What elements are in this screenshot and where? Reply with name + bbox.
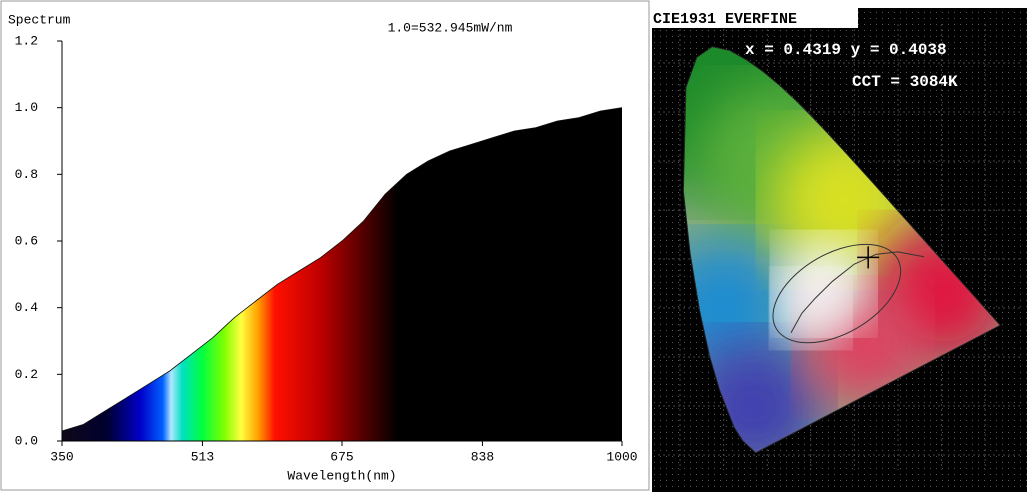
planckian-locus xyxy=(790,251,925,334)
cie-color-blob xyxy=(775,273,846,344)
y-tick-label: 0.0 xyxy=(15,433,38,448)
x-tick-label: 675 xyxy=(330,449,353,464)
area-fill xyxy=(62,107,622,442)
annotation: CCT = 3084K xyxy=(852,73,958,91)
y-tick-label: 0.4 xyxy=(15,300,39,315)
chart-subtitle: 1.0=532.945mW/nm xyxy=(388,20,513,35)
x-tick-label: 838 xyxy=(471,449,494,464)
x-tick-label: 1000 xyxy=(606,449,637,464)
x-tick-label: 513 xyxy=(191,449,214,464)
x-tick-label: 350 xyxy=(50,449,73,464)
cie-title: CIE1931 EVERFINE xyxy=(653,11,797,28)
y-tick-label: 1.0 xyxy=(15,100,38,115)
y-tick-label: 1.2 xyxy=(15,33,38,48)
spectral-locus xyxy=(682,46,1002,454)
chromaticity-point xyxy=(857,246,880,269)
y-tick-label: 0.2 xyxy=(15,367,38,382)
x-axis-title: Wavelength(nm) xyxy=(287,468,396,483)
annotation: x = 0.4319 y = 0.4038 xyxy=(745,41,947,59)
spectrum-plot: 0.0 0.2 0.4 0.6 0.8 1.0 1.2 350 513 675 838 1000 xyxy=(15,33,638,464)
cie-title-bg xyxy=(650,8,858,28)
tolerance-ellipse xyxy=(772,243,902,344)
y-tick-label: 0.8 xyxy=(15,167,38,182)
y-axis-title: Spectrum xyxy=(8,12,71,27)
spectrum-line xyxy=(61,107,623,432)
y-tick-label: 0.6 xyxy=(15,233,38,248)
